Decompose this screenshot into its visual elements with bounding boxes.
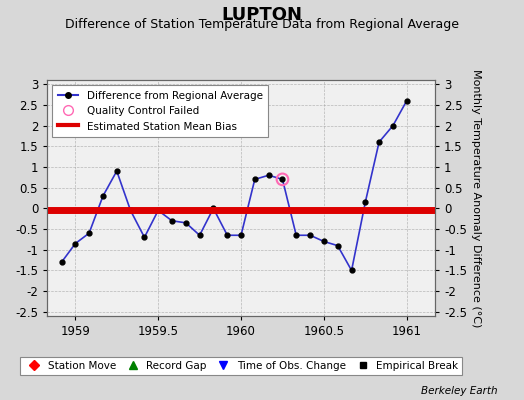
Point: [278, 176, 287, 182]
Y-axis label: Monthly Temperature Anomaly Difference (°C): Monthly Temperature Anomaly Difference (…: [471, 69, 481, 327]
Text: LUPTON: LUPTON: [222, 6, 302, 24]
Text: Difference of Station Temperature Data from Regional Average: Difference of Station Temperature Data f…: [65, 18, 459, 31]
Text: Berkeley Earth: Berkeley Earth: [421, 386, 498, 396]
Legend: Station Move, Record Gap, Time of Obs. Change, Empirical Break: Station Move, Record Gap, Time of Obs. C…: [20, 357, 462, 375]
